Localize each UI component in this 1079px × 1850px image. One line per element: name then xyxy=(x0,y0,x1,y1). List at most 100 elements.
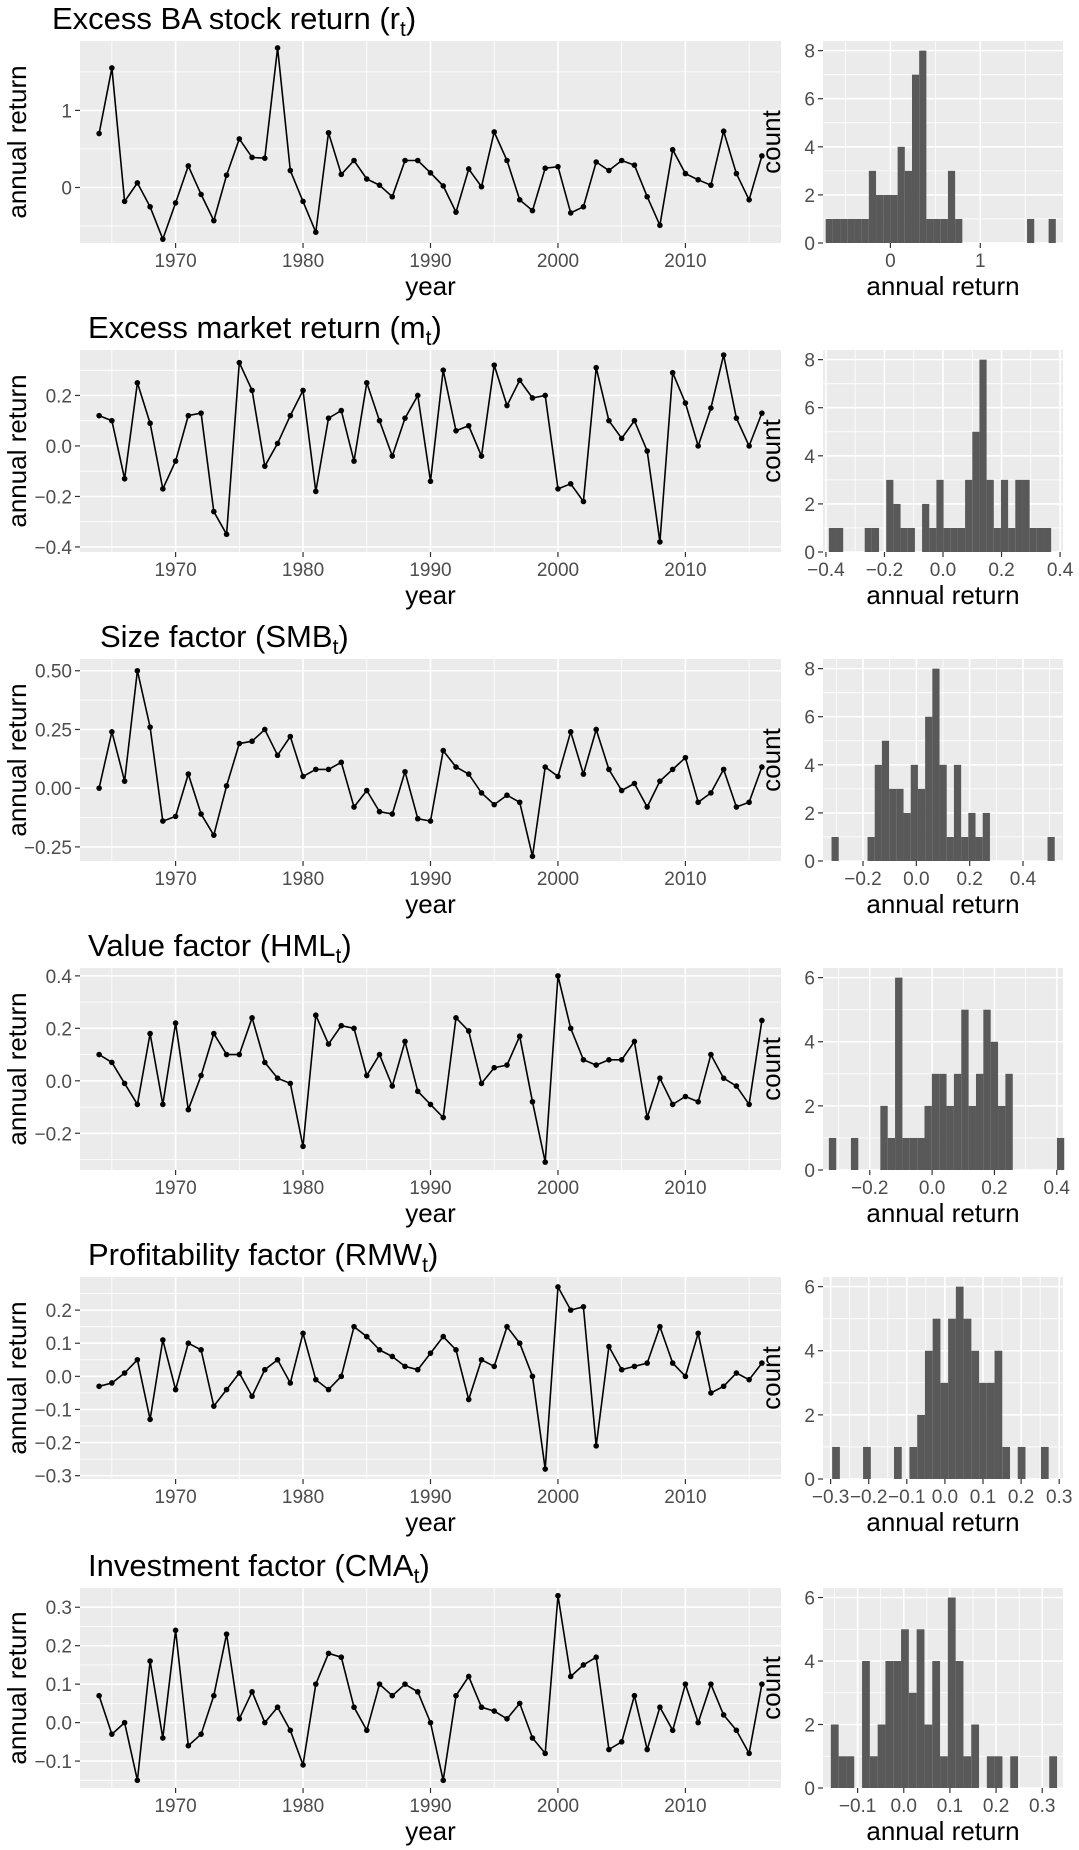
x-tick-label: 1980 xyxy=(282,869,324,890)
x-axis-title: year xyxy=(405,1507,456,1537)
x-tick-label: 2000 xyxy=(537,1178,579,1199)
data-point xyxy=(542,764,549,770)
data-point xyxy=(657,539,663,545)
data-point xyxy=(720,766,727,773)
data-point xyxy=(236,359,243,366)
data-point xyxy=(249,738,255,745)
data-point xyxy=(300,387,306,394)
data-point xyxy=(312,1376,319,1383)
data-point xyxy=(580,1057,587,1063)
chart-title: Excess market return (mt) xyxy=(88,310,442,350)
data-point xyxy=(198,191,204,198)
histogram-bar xyxy=(1047,836,1055,861)
data-point xyxy=(274,1075,281,1081)
data-point xyxy=(147,203,153,210)
data-point xyxy=(606,1343,612,1350)
x-axis-title: year xyxy=(405,580,456,610)
data-point xyxy=(287,1080,294,1087)
histogram-bar xyxy=(940,218,948,243)
data-point xyxy=(211,832,217,838)
histogram-bar xyxy=(961,1009,969,1170)
y-tick-label: 0 xyxy=(804,1779,815,1800)
y-tick-label: 2 xyxy=(804,1406,815,1427)
data-point xyxy=(338,1654,345,1661)
data-point xyxy=(682,400,689,406)
data-point xyxy=(274,440,281,447)
data-point xyxy=(529,1098,536,1105)
histogram-bar xyxy=(909,1137,918,1170)
data-point xyxy=(376,1347,383,1353)
data-point xyxy=(504,1715,510,1722)
histogram-bar xyxy=(950,527,958,552)
histogram-bar xyxy=(947,1597,956,1788)
data-point xyxy=(325,1650,332,1657)
x-tick-label: 1990 xyxy=(409,1487,451,1508)
data-point xyxy=(223,1631,230,1637)
data-point xyxy=(96,412,102,419)
histogram-bar xyxy=(916,1629,925,1788)
y-axis-title: count xyxy=(756,727,786,791)
data-point xyxy=(211,1692,217,1699)
histogram-bar xyxy=(1036,527,1044,552)
data-point xyxy=(465,422,472,429)
y-tick-label: 0.25 xyxy=(35,720,72,741)
histogram-bar xyxy=(1056,1137,1065,1170)
y-tick-label: 0.00 xyxy=(35,779,72,800)
histogram-bar xyxy=(877,1724,886,1788)
y-tick-label: 0.2 xyxy=(46,1637,72,1658)
data-point xyxy=(121,475,128,482)
histogram-bar xyxy=(836,527,844,552)
histogram-bar xyxy=(864,527,872,552)
data-point xyxy=(300,1143,306,1150)
x-tick-label: 0.0 xyxy=(932,1487,958,1508)
histogram-bar xyxy=(986,479,994,552)
data-point xyxy=(427,818,434,824)
data-point xyxy=(516,1700,523,1707)
histogram-bar xyxy=(880,1105,888,1170)
data-point xyxy=(606,766,612,773)
histogram-bar xyxy=(889,788,897,861)
x-tick-label: 0.0 xyxy=(919,1178,945,1199)
data-point xyxy=(160,1735,166,1741)
y-tick-label: 0.50 xyxy=(35,662,72,683)
data-point xyxy=(682,1681,689,1687)
histogram-bar xyxy=(854,218,862,243)
y-axis-title: annual return xyxy=(2,1301,32,1454)
histogram-bar xyxy=(1010,1756,1019,1788)
y-tick-label: 0 xyxy=(804,1470,815,1491)
data-point xyxy=(618,1366,625,1373)
data-point xyxy=(236,1370,243,1376)
data-point xyxy=(746,197,752,203)
chart-title-main: Investment factor (CMA xyxy=(88,1548,414,1583)
data-point xyxy=(593,364,599,371)
histogram-bar xyxy=(1049,1756,1058,1788)
histogram-bar xyxy=(1043,527,1052,552)
y-axis-title: annual return xyxy=(2,374,32,527)
data-point xyxy=(96,1692,102,1699)
data-point xyxy=(708,1390,714,1396)
data-point xyxy=(759,764,765,770)
x-tick-label: −0.2 xyxy=(850,1487,888,1508)
histogram-bar xyxy=(983,1009,991,1170)
chart-title: Size factor (SMBt) xyxy=(100,619,349,659)
data-point xyxy=(147,420,153,427)
x-tick-label: −0.4 xyxy=(807,560,845,581)
data-point xyxy=(657,222,663,229)
y-axis-title: annual return xyxy=(2,683,32,836)
y-tick-label: −0.4 xyxy=(34,538,72,559)
histogram-bar xyxy=(890,194,898,243)
histogram-rmw_hist: −0.3 −0.2 −0.1 0.0 0.1 0.2 0.3 0 2 4 6 annual retur… xyxy=(756,1277,1072,1537)
chart-title-close: ) xyxy=(428,1237,438,1272)
data-point xyxy=(109,1731,115,1737)
data-point xyxy=(580,203,587,210)
histogram-bar xyxy=(1000,479,1009,552)
data-point xyxy=(300,198,306,205)
line-chart-smb: 1970 1980 1990 2000 2010 −0.25 0.00 0.25 0.50 yea… xyxy=(2,619,781,919)
histogram-bar xyxy=(926,218,934,243)
y-tick-label: 4 xyxy=(804,138,815,159)
histogram-bar xyxy=(869,1756,878,1788)
data-point xyxy=(733,1370,740,1376)
data-point xyxy=(542,1466,549,1472)
data-point xyxy=(453,1347,459,1353)
histogram-bar xyxy=(883,194,891,243)
